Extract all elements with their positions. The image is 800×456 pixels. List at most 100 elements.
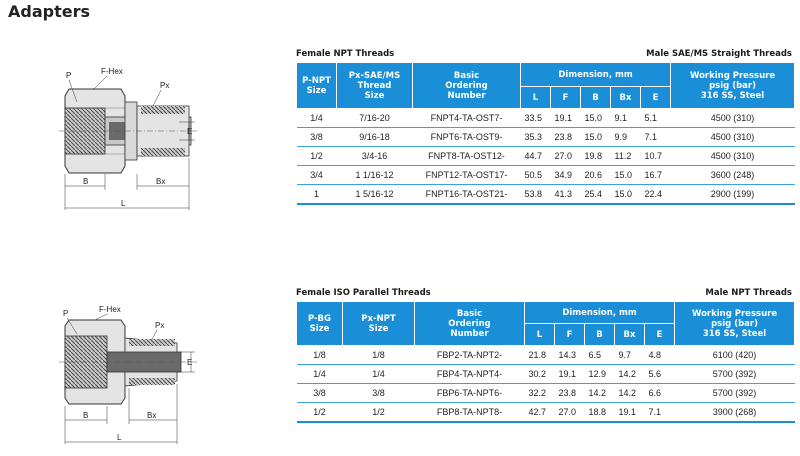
cell-p: 1/8: [296, 345, 343, 365]
label-bx: Bx: [156, 177, 165, 186]
cell-order: FNPT12-TA-OST17-: [412, 165, 521, 185]
cell-p: 3/8: [296, 383, 343, 403]
col-header-b: B: [580, 86, 611, 109]
cell-order: FBP4-TA-NPT4-: [414, 364, 525, 384]
spec-table-npt: P-BG Size Px-NPT Size Basic Ordering Number …: [296, 301, 796, 423]
cell-b: 12.9: [584, 364, 615, 384]
cell-p: 1/2: [296, 402, 343, 423]
cell-bx: 15.0: [610, 184, 641, 205]
col-header-l: L: [524, 323, 555, 346]
cell-b: 14.2: [584, 383, 615, 403]
label-p: P: [66, 71, 71, 80]
col-header-f: F: [554, 323, 585, 346]
spec-table-sae: P-NPT Size Px-SAE/MS Thread Size Basic Order…: [296, 62, 796, 205]
col-header-e: E: [643, 323, 676, 346]
cell-bx: 9.9: [610, 127, 641, 147]
label-l: L: [121, 199, 126, 208]
cell-f: 27.0: [550, 146, 581, 166]
cell-f: 23.8: [554, 383, 585, 403]
male-thread-heading: Male NPT Threads: [705, 288, 792, 298]
cell-e: 6.6: [644, 383, 675, 403]
cell-p: 3/4: [296, 165, 337, 185]
table-row: 1 1 5/16-12 FNPT16-TA-OST21- 53.8 41.3 2…: [296, 184, 795, 205]
cell-e: 7.1: [640, 127, 671, 147]
section-heading: Female NPT Threads Male SAE/MS Straight …: [296, 48, 794, 62]
cell-l: 35.3: [520, 127, 551, 147]
cell-pressure: 3900 (268): [674, 402, 795, 423]
cell-b: 25.4: [580, 184, 611, 205]
col-header-bx: Bx: [610, 86, 641, 109]
col-header-f: F: [550, 86, 581, 109]
cell-px: 9/16-18: [336, 127, 413, 147]
cell-f: 27.0: [554, 402, 585, 423]
col-header-ordering: Basic Ordering Number: [414, 301, 525, 346]
label-l: L: [117, 433, 122, 442]
cell-e: 22.4: [640, 184, 671, 205]
cell-l: 42.7: [524, 402, 555, 423]
label-fhex: F-Hex: [101, 67, 123, 76]
cell-l: 30.2: [524, 364, 555, 384]
label-b: B: [83, 411, 88, 420]
cell-b: 6.5: [584, 345, 615, 365]
cell-l: 33.5: [520, 108, 551, 128]
col-header-pressure: Working Pressure psig (bar) 316 SS, Steel: [670, 62, 796, 109]
label-px: Px: [155, 321, 164, 330]
spec-section-sae: Female NPT Threads Male SAE/MS Straight …: [296, 48, 796, 205]
cell-bx: 11.2: [610, 146, 641, 166]
label-bx: Bx: [147, 411, 156, 420]
cell-bx: 15.0: [610, 165, 641, 185]
col-header-px-size: Px-NPT Size: [342, 301, 415, 346]
table-row: 1/4 1/4 FBP4-TA-NPT4- 30.2 19.1 12.9 14.…: [296, 364, 795, 384]
cell-p: 1/2: [296, 146, 337, 166]
cell-pressure: 4500 (310): [670, 108, 795, 128]
cell-b: 20.6: [580, 165, 611, 185]
page-title: Adapters: [8, 2, 90, 21]
cell-b: 15.0: [580, 127, 611, 147]
cell-pressure: 5700 (392): [674, 383, 795, 403]
cell-f: 19.1: [550, 108, 581, 128]
col-header-ordering: Basic Ordering Number: [412, 62, 521, 109]
cell-l: 21.8: [524, 345, 555, 365]
col-header-dimension: Dimension, mm: [519, 62, 672, 87]
table-row: 3/8 9/16-18 FNPT6-TA-OST9- 35.3 23.8 15.…: [296, 127, 795, 147]
cell-e: 7.1: [644, 402, 675, 423]
col-header-dimension: Dimension, mm: [523, 301, 676, 324]
cell-f: 19.1: [554, 364, 585, 384]
col-header-p-size: P-NPT Size: [296, 62, 337, 109]
cell-e: 10.7: [640, 146, 671, 166]
cell-pressure: 5700 (392): [674, 364, 795, 384]
table-row: 1/2 3/4-16 FNPT8-TA-OST12- 44.7 27.0 19.…: [296, 146, 795, 166]
cell-px: 3/8: [342, 383, 415, 403]
cell-px: 1 5/16-12: [336, 184, 413, 205]
cell-order: FBP2-TA-NPT2-: [414, 345, 525, 365]
cell-px: 1 1/16-12: [336, 165, 413, 185]
cell-p: 3/8: [296, 127, 337, 147]
label-b: B: [83, 177, 88, 186]
cell-b: 15.0: [580, 108, 611, 128]
cell-bx: 14.2: [614, 383, 645, 403]
table-row: 1/8 1/8 FBP2-TA-NPT2- 21.8 14.3 6.5 9.7 …: [296, 345, 795, 365]
cell-order: FNPT16-TA-OST21-: [412, 184, 521, 205]
cell-f: 34.9: [550, 165, 581, 185]
cell-px: 1/4: [342, 364, 415, 384]
adapter-diagram-sae: P F-Hex Px E B Bx L: [55, 62, 205, 222]
col-header-p-size: P-BG Size: [296, 301, 343, 346]
table-row: 3/8 3/8 FBP6-TA-NPT6- 32.2 23.8 14.2 14.…: [296, 383, 795, 403]
label-e: E: [187, 358, 192, 367]
cell-order: FBP8-TA-NPT8-: [414, 402, 525, 423]
cell-px: 7/16-20: [336, 108, 413, 128]
cell-pressure: 4500 (310): [670, 146, 795, 166]
label-p: P: [63, 309, 68, 318]
cell-l: 44.7: [520, 146, 551, 166]
adapter-diagram-npt: P F-Hex Px E B Bx L: [55, 296, 205, 452]
cell-f: 41.3: [550, 184, 581, 205]
cell-order: FBP6-TA-NPT6-: [414, 383, 525, 403]
table-row: 1/4 7/16-20 FNPT4-TA-OST7- 33.5 19.1 15.…: [296, 108, 795, 128]
female-thread-heading: Female NPT Threads: [296, 49, 395, 59]
section-heading: Female ISO Parallel Threads Male NPT Thr…: [296, 287, 794, 301]
cell-bx: 19.1: [614, 402, 645, 423]
col-header-l: L: [520, 86, 551, 109]
col-header-e: E: [639, 86, 672, 109]
cell-l: 32.2: [524, 383, 555, 403]
cell-pressure: 4500 (310): [670, 127, 795, 147]
